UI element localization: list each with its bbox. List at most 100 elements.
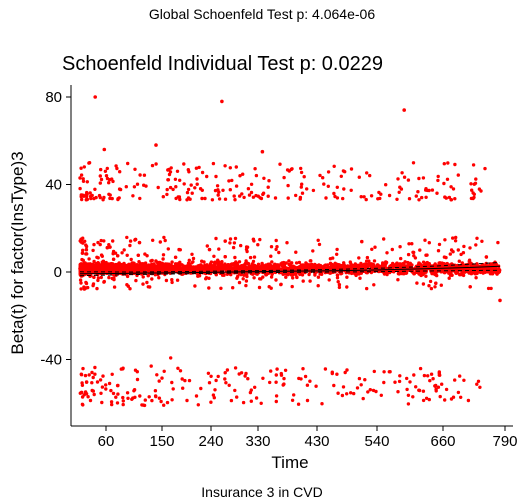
residual-point (320, 402, 324, 406)
residual-point (178, 178, 182, 182)
residual-point (194, 166, 199, 170)
residual-point (406, 402, 411, 406)
residual-point (201, 269, 206, 273)
residual-point (100, 254, 105, 258)
residual-point (390, 247, 394, 252)
residual-point (90, 370, 94, 375)
residual-point (382, 370, 386, 374)
residual-point (402, 175, 407, 179)
residual-point (122, 248, 126, 252)
residual-point (191, 260, 195, 264)
residual-point (112, 277, 116, 282)
residual-point (417, 176, 421, 181)
residual-point (270, 272, 274, 276)
residual-point (230, 262, 235, 266)
residual-point (396, 278, 400, 282)
residual-point (313, 273, 317, 277)
residual-point (215, 184, 220, 188)
residual-point (322, 182, 326, 186)
residual-point (182, 162, 186, 166)
residual-point (365, 171, 369, 175)
residual-point (269, 369, 273, 373)
residual-point (405, 376, 409, 381)
residual-point (111, 239, 115, 243)
residual-point (142, 267, 147, 271)
residual-point (81, 366, 85, 371)
residual-point (228, 237, 233, 241)
residual-point (373, 245, 377, 249)
residual-point (239, 272, 243, 277)
residual-point (253, 167, 257, 171)
residual-point (274, 247, 278, 252)
residual-point (87, 257, 91, 261)
residual-point (292, 393, 296, 397)
residual-point (86, 285, 90, 290)
residual-point (438, 394, 442, 399)
residual-point (93, 187, 97, 191)
residual-point (128, 265, 132, 269)
residual-point (170, 398, 174, 402)
residual-point (129, 257, 133, 262)
residual-point (199, 386, 203, 391)
residual-point (249, 190, 254, 195)
residual-point (103, 169, 108, 173)
residual-point (393, 380, 397, 384)
residual-point (196, 272, 200, 277)
residual-point (135, 263, 139, 267)
residual-point (104, 267, 108, 271)
residual-point (107, 181, 111, 185)
residual-point (318, 173, 322, 178)
residual-point (335, 185, 339, 189)
residual-point (88, 398, 93, 403)
residual-point (420, 195, 424, 200)
residual-point (282, 175, 286, 180)
residual-point (220, 99, 224, 104)
residual-point (99, 238, 103, 243)
residual-point (299, 170, 304, 175)
residual-point (475, 236, 479, 240)
residual-point (165, 192, 169, 197)
residual-point (121, 395, 125, 400)
residual-point (170, 278, 174, 282)
residual-point (118, 187, 123, 192)
residual-point (266, 185, 270, 189)
residual-point (154, 394, 158, 399)
residual-point (424, 396, 429, 400)
residual-point (204, 264, 208, 269)
residual-point (446, 161, 450, 165)
residual-point (475, 382, 479, 386)
residual-point (365, 286, 369, 291)
residual-point (300, 191, 305, 195)
residual-point (305, 398, 310, 403)
bottom-caption: Insurance 3 in CVD (201, 484, 322, 500)
residual-point (92, 275, 96, 279)
residual-point (111, 251, 115, 256)
residual-point (406, 178, 411, 182)
residual-point (424, 187, 428, 191)
residual-point (272, 265, 276, 269)
residual-point (171, 187, 175, 192)
residual-point (431, 271, 435, 275)
residual-point (233, 388, 237, 393)
residual-point (232, 194, 236, 198)
residual-point (246, 261, 250, 266)
residual-point (236, 274, 240, 279)
residual-point (296, 402, 301, 406)
residual-point (142, 183, 146, 187)
x-tick-label: 540 (364, 433, 389, 450)
residual-point (153, 389, 158, 393)
residual-point (210, 198, 215, 202)
residual-point (102, 195, 106, 200)
lower-confidence-line (79, 269, 501, 277)
residual-point (186, 187, 191, 192)
residual-point (223, 164, 227, 168)
residual-point (440, 382, 444, 386)
residual-point (267, 262, 272, 266)
residual-point (348, 260, 352, 264)
x-tick-label: 240 (198, 433, 223, 450)
residual-point (366, 390, 370, 394)
residual-point (221, 264, 225, 268)
residual-point (224, 381, 228, 385)
residual-point (135, 182, 140, 186)
residual-point (345, 285, 349, 289)
